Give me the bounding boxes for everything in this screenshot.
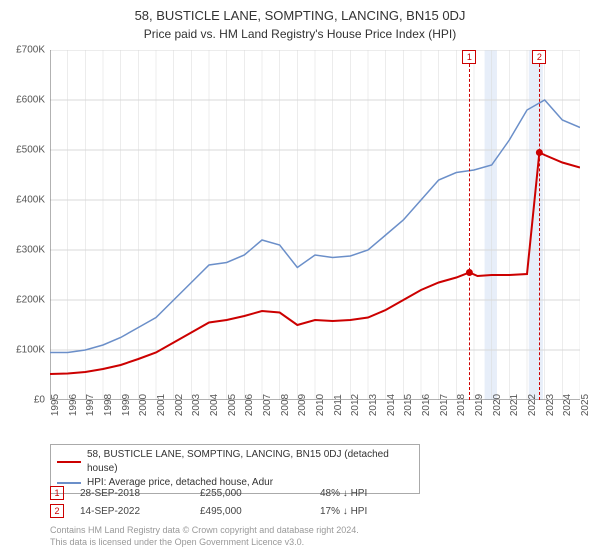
x-tick-label: 2016 — [421, 394, 432, 416]
marker-vline — [539, 64, 540, 400]
attribution-line2: This data is licensed under the Open Gov… — [50, 536, 359, 548]
x-tick-label: 2010 — [315, 394, 326, 416]
y-tick-label: £100K — [16, 345, 45, 356]
chart-area: £0£100K£200K£300K£400K£500K£600K£700K199… — [50, 50, 580, 400]
y-tick-label: £300K — [16, 245, 45, 256]
x-tick-label: 2004 — [209, 394, 220, 416]
marker-flag-1: 1 — [462, 50, 476, 64]
x-tick-label: 2002 — [174, 394, 185, 416]
y-tick-label: £700K — [16, 45, 45, 56]
x-tick-label: 2020 — [492, 394, 503, 416]
y-tick-label: £0 — [34, 395, 45, 406]
chart-title: 58, BUSTICLE LANE, SOMPTING, LANCING, BN… — [0, 0, 600, 23]
marker-vline — [469, 64, 470, 400]
x-tick-label: 1995 — [50, 394, 61, 416]
x-tick-label: 2005 — [227, 394, 238, 416]
attribution: Contains HM Land Registry data © Crown c… — [50, 524, 359, 548]
sale-marker-1: 1 — [50, 486, 64, 500]
x-tick-label: 2003 — [191, 394, 202, 416]
sale-date: 28-SEP-2018 — [80, 488, 200, 499]
x-tick-label: 2013 — [368, 394, 379, 416]
x-tick-label: 2014 — [386, 394, 397, 416]
x-tick-label: 2012 — [350, 394, 361, 416]
y-tick-label: £500K — [16, 145, 45, 156]
sale-price: £495,000 — [200, 506, 320, 517]
x-tick-label: 2019 — [474, 394, 485, 416]
x-tick-label: 2017 — [439, 394, 450, 416]
legend-swatch-property — [57, 461, 81, 463]
x-tick-label: 1996 — [68, 394, 79, 416]
y-tick-label: £600K — [16, 95, 45, 106]
y-tick-label: £200K — [16, 295, 45, 306]
x-tick-label: 2007 — [262, 394, 273, 416]
x-tick-label: 2025 — [580, 394, 591, 416]
x-tick-label: 2015 — [403, 394, 414, 416]
x-tick-label: 2000 — [138, 394, 149, 416]
sales-list: 1 28-SEP-2018 £255,000 48% ↓ HPI 2 14-SE… — [50, 484, 440, 520]
plot-svg — [50, 50, 580, 400]
x-tick-label: 1998 — [103, 394, 114, 416]
sale-marker-2: 2 — [50, 504, 64, 518]
sale-delta: 17% ↓ HPI — [320, 506, 440, 517]
marker-flag-2: 2 — [532, 50, 546, 64]
chart-subtitle: Price paid vs. HM Land Registry's House … — [0, 23, 600, 47]
legend-row-property: 58, BUSTICLE LANE, SOMPTING, LANCING, BN… — [57, 448, 413, 476]
x-tick-label: 1999 — [121, 394, 132, 416]
x-tick-label: 2023 — [545, 394, 556, 416]
x-tick-label: 2008 — [280, 394, 291, 416]
y-tick-label: £400K — [16, 195, 45, 206]
x-tick-label: 1997 — [85, 394, 96, 416]
attribution-line1: Contains HM Land Registry data © Crown c… — [50, 524, 359, 536]
x-tick-label: 2006 — [244, 394, 255, 416]
x-tick-label: 2021 — [509, 394, 520, 416]
x-tick-label: 2022 — [527, 394, 538, 416]
sale-row: 2 14-SEP-2022 £495,000 17% ↓ HPI — [50, 502, 440, 520]
sale-date: 14-SEP-2022 — [80, 506, 200, 517]
sale-row: 1 28-SEP-2018 £255,000 48% ↓ HPI — [50, 484, 440, 502]
x-tick-label: 2018 — [456, 394, 467, 416]
chart-container: 58, BUSTICLE LANE, SOMPTING, LANCING, BN… — [0, 0, 600, 560]
x-tick-label: 2009 — [297, 394, 308, 416]
x-tick-label: 2024 — [562, 394, 573, 416]
x-tick-label: 2011 — [333, 394, 344, 416]
sale-delta: 48% ↓ HPI — [320, 488, 440, 499]
sale-price: £255,000 — [200, 488, 320, 499]
x-tick-label: 2001 — [156, 394, 167, 416]
legend-label-property: 58, BUSTICLE LANE, SOMPTING, LANCING, BN… — [87, 448, 413, 476]
